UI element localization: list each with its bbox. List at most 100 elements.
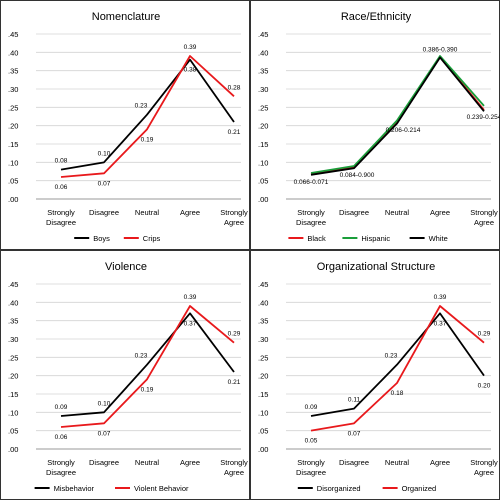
- x-tick-label-line: Strongly: [470, 458, 498, 467]
- legend-label: Hispanic: [361, 234, 390, 243]
- data-label: 0.239-0.254: [467, 114, 500, 121]
- y-tick-label: .20: [8, 122, 18, 131]
- x-tick-label: Agree: [180, 458, 200, 467]
- data-label: 0.39: [184, 294, 197, 301]
- y-tick-label: .40: [258, 48, 268, 57]
- x-tick-label: Neutral: [385, 208, 410, 217]
- x-tick-label-line: Agree: [430, 208, 450, 217]
- x-tick-label: Strongly Agree: [220, 458, 248, 477]
- series-line: [60, 55, 235, 178]
- x-tick-label-line: Strongly: [47, 208, 75, 217]
- y-tick-label: .40: [258, 298, 268, 307]
- x-tick-label: Agree: [430, 458, 450, 467]
- x-tick-label-line: Strongly: [297, 208, 325, 217]
- y-tick-label: .15: [258, 390, 268, 399]
- x-tick-label: Neutral: [135, 458, 160, 467]
- data-label: 0.39: [184, 44, 197, 51]
- y-tick-label: .15: [8, 390, 18, 399]
- x-tick-label-line: Neutral: [385, 208, 410, 217]
- chart-svg: Nomenclature .00 .05 .10 .15 .20 .25 .30 .35 .40.…: [8, 11, 248, 243]
- y-tick-label: .00: [8, 445, 18, 454]
- y-tick-label: .40: [8, 48, 18, 57]
- x-tick-label-line: Neutral: [135, 208, 160, 217]
- data-label: 0.11: [348, 397, 361, 404]
- y-tick-label: .40: [8, 298, 18, 307]
- data-label: 0.23: [135, 103, 148, 110]
- y-tick-label: .25: [8, 353, 18, 362]
- series-line: [310, 55, 485, 175]
- y-tick-label: .20: [8, 372, 18, 381]
- x-tick-label: Strongly Disagree: [46, 458, 76, 477]
- y-tick-label: .00: [258, 445, 268, 454]
- y-tick-label: .05: [8, 427, 18, 436]
- x-tick-label-line: Agree: [474, 218, 494, 227]
- x-tick-label-line: Disagree: [296, 468, 326, 477]
- legend-label: Boys: [93, 234, 110, 243]
- data-label: 0.084-0.900: [340, 172, 375, 179]
- y-tick-label: .05: [8, 177, 18, 186]
- data-label: 0.07: [98, 430, 111, 437]
- data-label: 0.19: [141, 386, 154, 393]
- y-tick-label: .35: [258, 67, 268, 76]
- x-tick-label: Disagree: [339, 458, 369, 467]
- x-tick-label-line: Disagree: [339, 208, 369, 217]
- series-line: [60, 58, 235, 171]
- data-label: 0.10: [98, 400, 111, 407]
- chart-title: Violence: [105, 261, 147, 273]
- data-label: 0.07: [348, 430, 361, 437]
- y-tick-label: .30: [258, 85, 268, 94]
- x-tick-label-line: Strongly: [47, 458, 75, 467]
- y-tick-label: .15: [8, 140, 18, 149]
- data-label: 0.37: [184, 320, 197, 327]
- y-tick-label: .05: [258, 177, 268, 186]
- x-tick-label-line: Agree: [224, 218, 244, 227]
- y-tick-label: .20: [258, 372, 268, 381]
- y-tick-label: .25: [258, 353, 268, 362]
- data-label: 0.23: [385, 353, 398, 360]
- chart-title: Race/Ethnicity: [341, 11, 412, 23]
- legend-label: Violent Behavior: [134, 484, 189, 493]
- y-tick-label: .35: [8, 317, 18, 326]
- data-label: 0.386-0.390: [423, 47, 458, 54]
- y-tick-label: .10: [258, 408, 268, 417]
- chart-svg: Organizational Structure .00 .05 .10 .15 .20.…: [258, 261, 498, 493]
- y-tick-label: .10: [8, 158, 18, 167]
- x-tick-label: Strongly Agree: [220, 208, 248, 227]
- y-tick-label: .10: [8, 408, 18, 417]
- series-line: [310, 56, 485, 176]
- series-line: [310, 305, 485, 432]
- x-tick-label-line: Strongly: [470, 208, 498, 217]
- data-label: 0.37: [434, 320, 447, 327]
- legend-label: Disorganized: [317, 484, 361, 493]
- x-tick-label: Strongly Disagree: [46, 208, 76, 227]
- data-label: 0.38: [184, 67, 197, 74]
- x-tick-label-line: Disagree: [46, 218, 76, 227]
- x-tick-label: Strongly Agree: [470, 458, 498, 477]
- chart-panel: Violence .00 .05 .10 .15 .20 .25 .30 .35 .40 .45 St…: [0, 250, 250, 500]
- x-tick-label-line: Neutral: [135, 458, 160, 467]
- y-tick-label: .25: [258, 103, 268, 112]
- series-line: [310, 312, 485, 417]
- x-tick-label-line: Strongly: [220, 208, 248, 217]
- data-label: 0.19: [141, 136, 154, 143]
- data-label: 0.07: [98, 180, 111, 187]
- x-tick-label-line: Agree: [180, 208, 200, 217]
- x-tick-label: Strongly Agree: [470, 208, 498, 227]
- y-tick-label: .45: [8, 30, 18, 39]
- data-label: 0.10: [98, 150, 111, 157]
- series-line: [310, 55, 485, 174]
- x-tick-label-line: Disagree: [46, 468, 76, 477]
- chart-panel: Race/Ethnicity .00 .05 .10 .15 .20 .25 .30 .35 .4…: [250, 0, 500, 250]
- y-tick-label: .15: [258, 140, 268, 149]
- data-label: 0.20: [478, 383, 491, 390]
- data-label: 0.09: [55, 404, 68, 411]
- data-label: 0.06: [55, 184, 68, 191]
- data-label: 0.29: [478, 331, 491, 338]
- chart-title: Organizational Structure: [317, 261, 436, 273]
- data-label: 0.066-0.071: [294, 179, 329, 186]
- x-tick-label-line: Agree: [430, 458, 450, 467]
- x-tick-label-line: Agree: [180, 458, 200, 467]
- x-tick-label: Strongly Disagree: [296, 458, 326, 477]
- y-tick-label: .45: [8, 280, 18, 289]
